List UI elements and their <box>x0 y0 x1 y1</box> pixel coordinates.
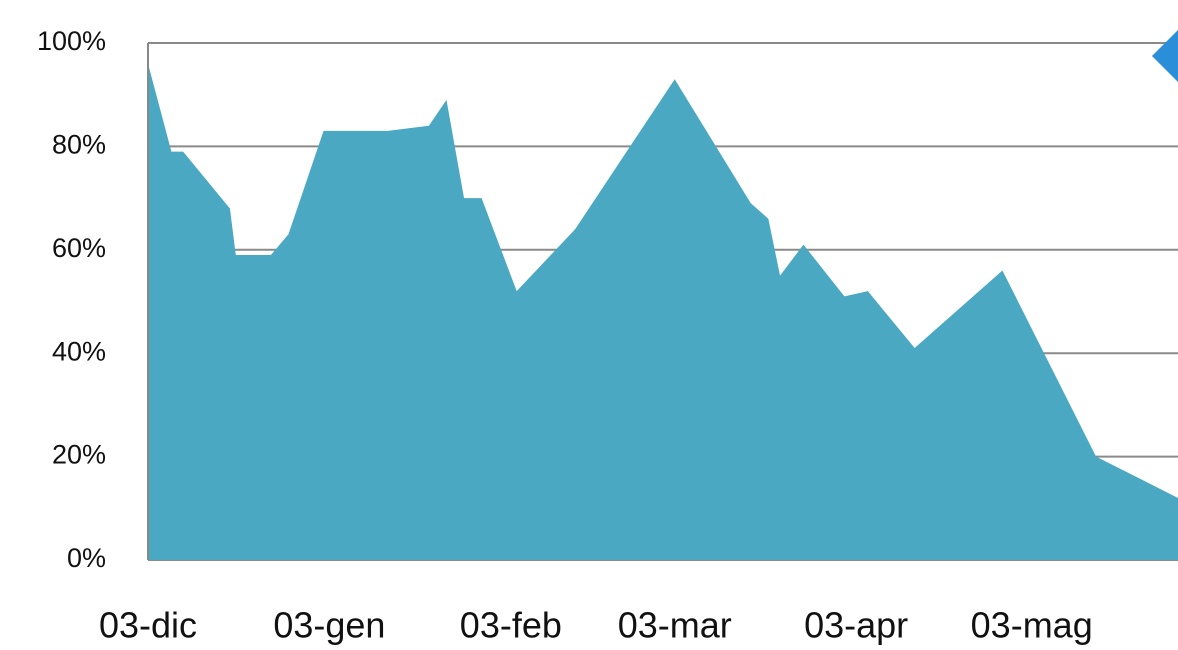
y-tick-label: 80% <box>52 130 106 160</box>
x-tick-label: 03-gen <box>273 605 385 646</box>
y-tick-label: 40% <box>52 336 106 366</box>
x-tick-label: 03-apr <box>804 605 908 646</box>
y-tick-label: 0% <box>67 543 106 573</box>
x-tick-label: 03-mar <box>618 605 732 646</box>
x-tick-label: 03-dic <box>99 605 197 646</box>
x-tick-label: 03-mag <box>971 605 1093 646</box>
x-tick-label: 03-feb <box>460 605 562 646</box>
area <box>148 63 1178 561</box>
y-tick-label: 20% <box>52 440 106 470</box>
plot-area <box>148 63 1178 561</box>
y-tick-label: 100% <box>37 26 106 56</box>
y-tick-label: 60% <box>52 233 106 263</box>
axis-labels: 0% 20% 40% 60% 80% 100% 03-dic 03-gen 03-feb 03-m… <box>37 26 1093 645</box>
decoration-diamond <box>1152 30 1178 82</box>
